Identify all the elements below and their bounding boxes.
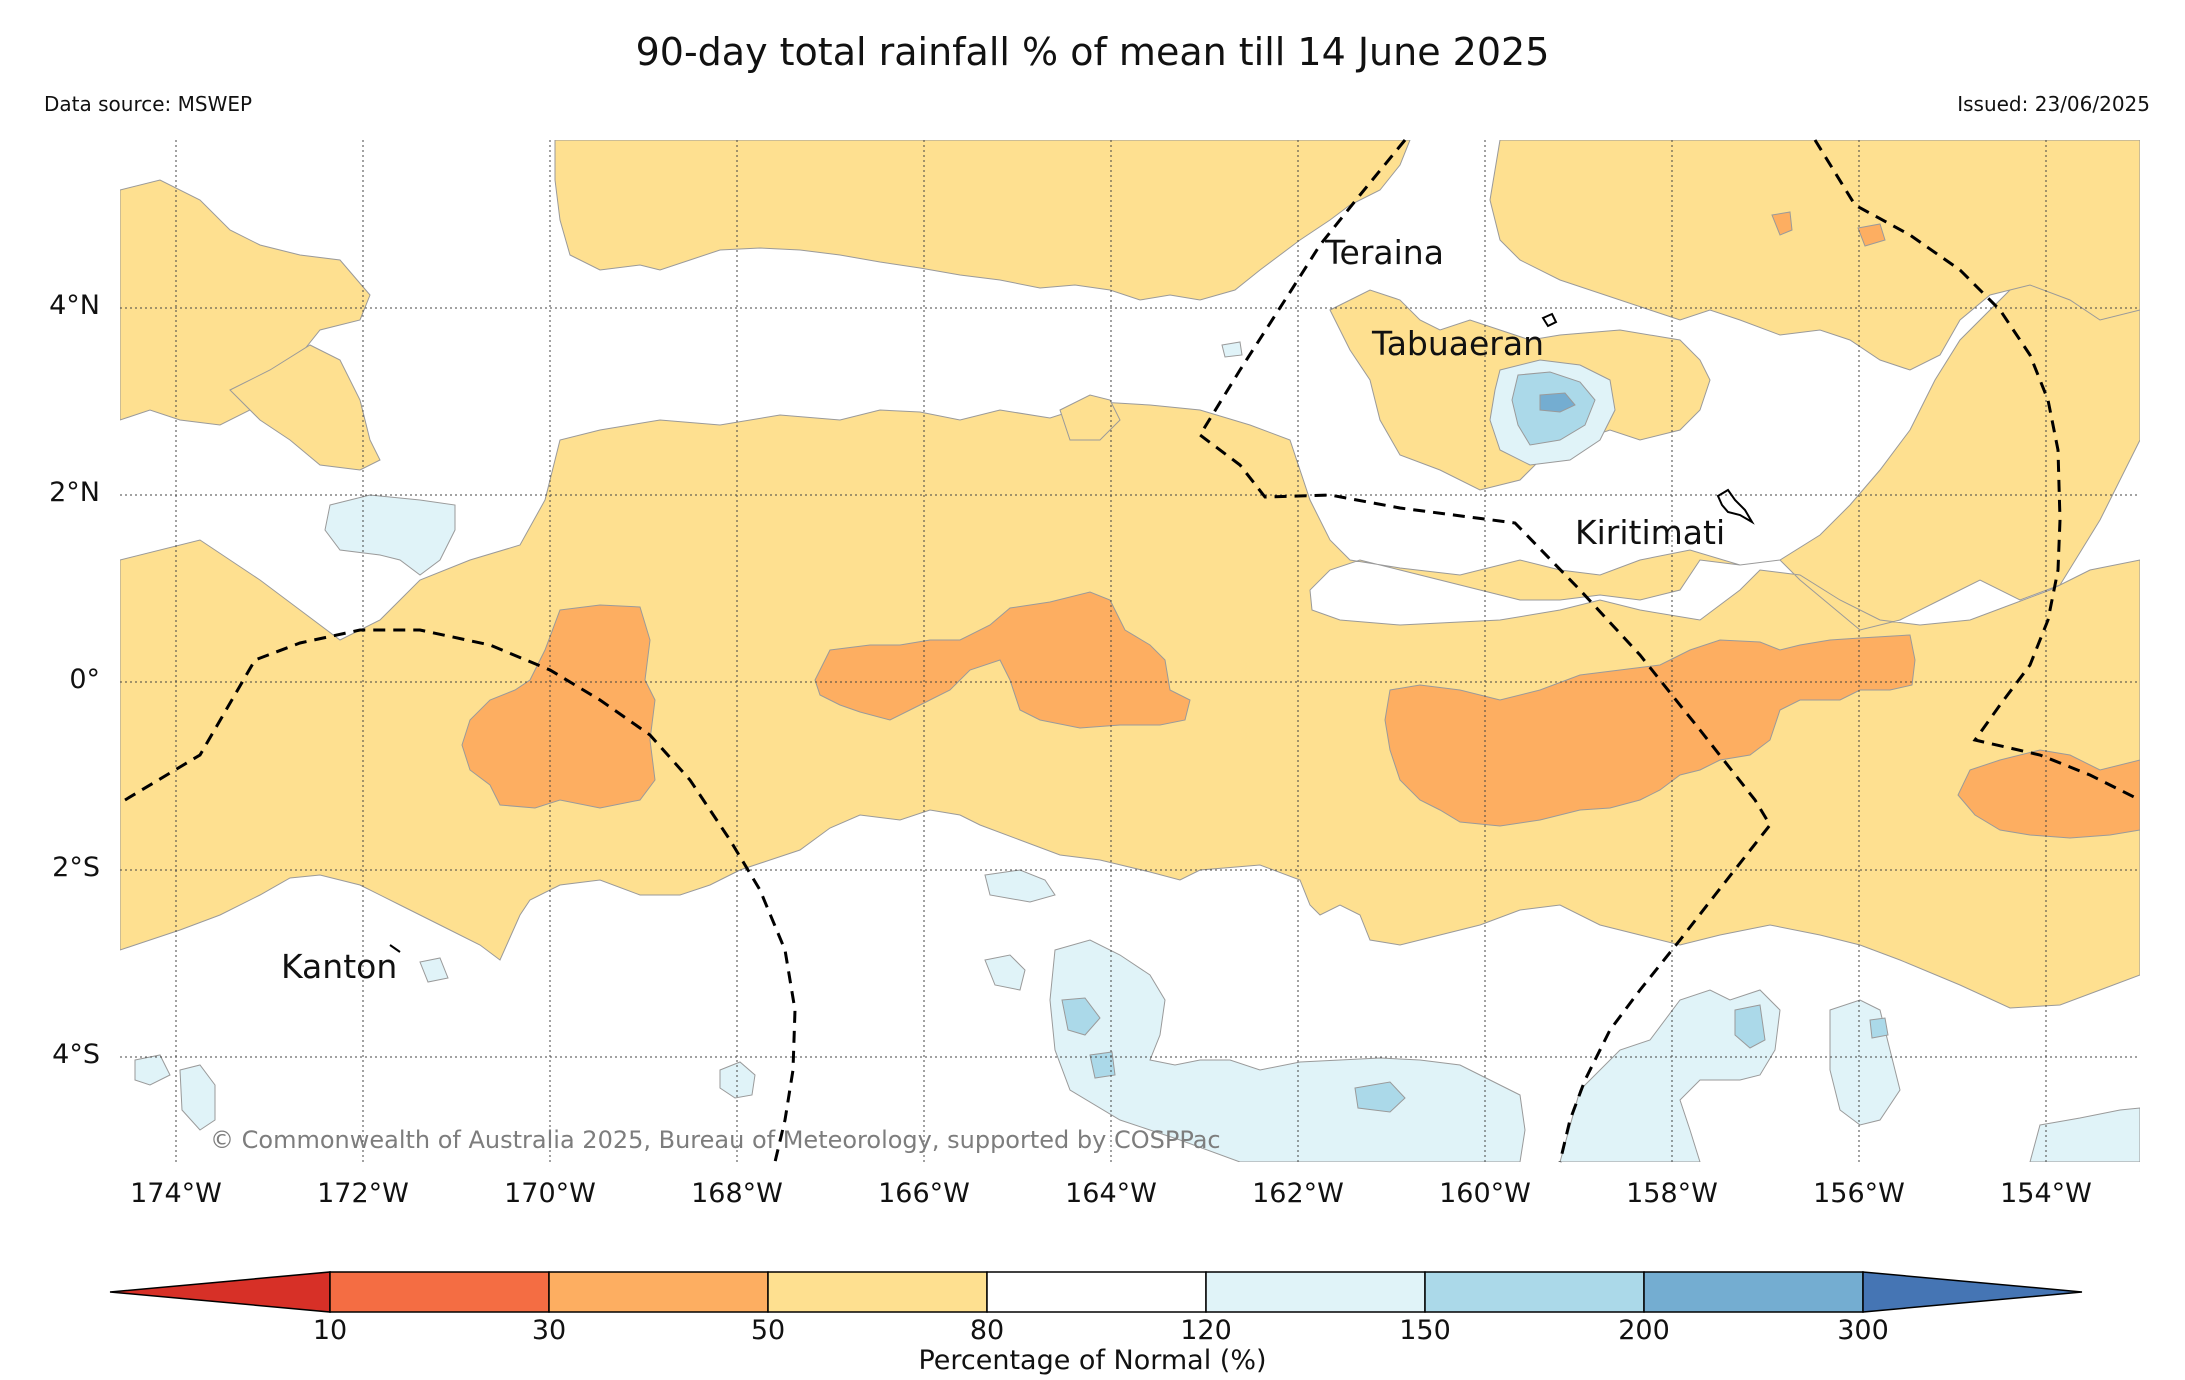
- lat-label-0: 0°: [69, 664, 100, 695]
- data-source-label: Data source: MSWEP: [44, 92, 253, 116]
- lon-label: 174°W: [130, 1178, 222, 1209]
- lon-label: 164°W: [1065, 1178, 1157, 1209]
- lat-label-2n: 2°N: [49, 477, 100, 508]
- very-dry-region: [461, 604, 656, 809]
- colorbar-tick: 300: [1837, 1315, 1889, 1346]
- place-label-tabuaeran: Tabuaeran: [1372, 324, 1545, 363]
- colorbar-tick: 150: [1399, 1315, 1451, 1346]
- graticule: [120, 140, 2140, 1162]
- lon-label: 172°W: [317, 1178, 409, 1209]
- colorbar-swatch: [1205, 1271, 1426, 1313]
- colorbar-tick: 10: [312, 1315, 348, 1346]
- lon-label: 156°W: [1813, 1178, 1905, 1209]
- dry-region: [120, 199, 2140, 1009]
- colorbar-extension-low: [109, 1271, 331, 1313]
- issued-date-label: Issued: 23/06/2025: [1957, 92, 2150, 116]
- lat-label-2s: 2°S: [52, 852, 100, 883]
- lon-label: 162°W: [1252, 1178, 1344, 1209]
- lon-label: 158°W: [1626, 1178, 1718, 1209]
- colorbar-tick: 120: [1180, 1315, 1232, 1346]
- place-label-kiritimati: Kiritimati: [1575, 513, 1726, 552]
- colorbar-swatch: [1424, 1271, 1645, 1313]
- lon-label: 154°W: [2000, 1178, 2092, 1209]
- place-label-teraina: Teraina: [1325, 233, 1444, 272]
- lat-label-4s: 4°S: [52, 1039, 100, 1070]
- colorbar-swatch: [548, 1271, 769, 1313]
- colorbar-tick: 200: [1618, 1315, 1670, 1346]
- colorbar-label: Percentage of Normal (%): [918, 1345, 1267, 1376]
- island-outlines: [389, 312, 1755, 953]
- place-label-kanton: Kanton: [281, 947, 398, 986]
- wettest-region: [1539, 392, 1576, 413]
- eez-boundaries: [124, 139, 2141, 1163]
- lon-label: 160°W: [1439, 1178, 1531, 1209]
- colorbar-tick: 80: [969, 1315, 1005, 1346]
- colorbar-swatch: [329, 1271, 550, 1313]
- lon-label: 166°W: [878, 1178, 970, 1209]
- lon-label: 168°W: [691, 1178, 783, 1209]
- map-field: [120, 140, 2140, 1162]
- colorbar-tick: 50: [750, 1315, 786, 1346]
- lat-label-4n: 4°N: [49, 290, 100, 321]
- colorbar-swatch: [767, 1271, 988, 1313]
- copyright-notice: © Commonwealth of Australia 2025, Bureau…: [210, 1126, 1221, 1154]
- lon-label: 170°W: [504, 1178, 596, 1209]
- colorbar-swatch: [1643, 1271, 1864, 1313]
- colorbar: [109, 1271, 2083, 1313]
- colorbar-extension-high: [1862, 1271, 2083, 1313]
- colorbar-swatch: [986, 1271, 1207, 1313]
- colorbar-tick: 30: [531, 1315, 567, 1346]
- map-title: 90-day total rainfall % of mean till 14 …: [635, 30, 1550, 74]
